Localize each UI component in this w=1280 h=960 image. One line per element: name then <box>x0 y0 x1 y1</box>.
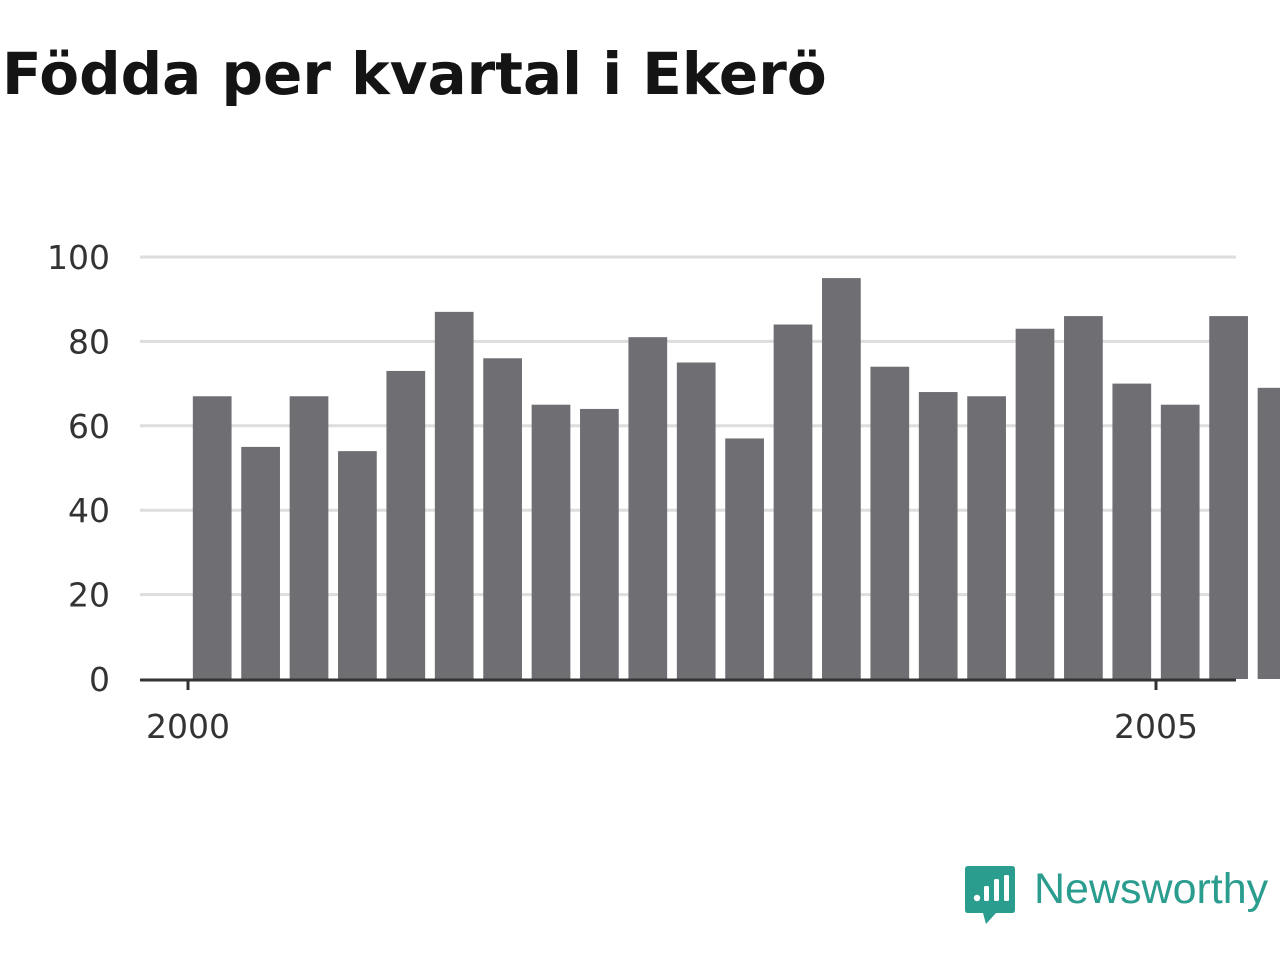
x-tick-labels: 200020052010201520202025 <box>146 707 1198 746</box>
bars <box>192 278 1280 679</box>
bar <box>1112 383 1152 679</box>
x-axis <box>140 678 1236 690</box>
y-tick-label: 40 <box>68 491 110 530</box>
brand-logo: Newsworthy <box>964 864 1268 926</box>
bar <box>241 446 280 679</box>
newsworthy-logo-icon <box>965 866 1015 924</box>
brand-name: Newsworthy <box>1034 865 1269 913</box>
y-tick-label: 20 <box>68 576 110 615</box>
bar <box>1160 404 1200 679</box>
y-tick-label: 0 <box>89 660 110 699</box>
bar <box>289 396 329 679</box>
bar <box>676 362 716 679</box>
bar <box>725 438 764 679</box>
bar <box>483 358 522 679</box>
x-tick-label: 2005 <box>1114 707 1198 746</box>
y-tick-labels: 0 20 40 60 80 100 <box>47 238 110 699</box>
bar <box>967 396 1006 679</box>
bar <box>531 404 571 679</box>
bar <box>192 396 232 679</box>
bar <box>870 366 910 679</box>
bar <box>1015 328 1055 679</box>
bar <box>338 451 377 679</box>
bar <box>773 324 813 679</box>
y-tick-label: 100 <box>47 238 110 277</box>
x-tick-label: 2000 <box>146 707 230 746</box>
bar <box>918 392 958 679</box>
bar <box>386 370 426 679</box>
y-tick-label: 60 <box>68 407 110 446</box>
bar <box>1209 316 1248 679</box>
bar <box>1257 387 1280 679</box>
bar <box>580 408 619 679</box>
bar <box>628 337 668 679</box>
bar <box>822 278 861 679</box>
bar <box>434 311 474 679</box>
y-tick-label: 80 <box>68 322 110 361</box>
bar <box>1064 316 1103 679</box>
chart-title: Födda per kvartal i Ekerö <box>2 40 827 108</box>
